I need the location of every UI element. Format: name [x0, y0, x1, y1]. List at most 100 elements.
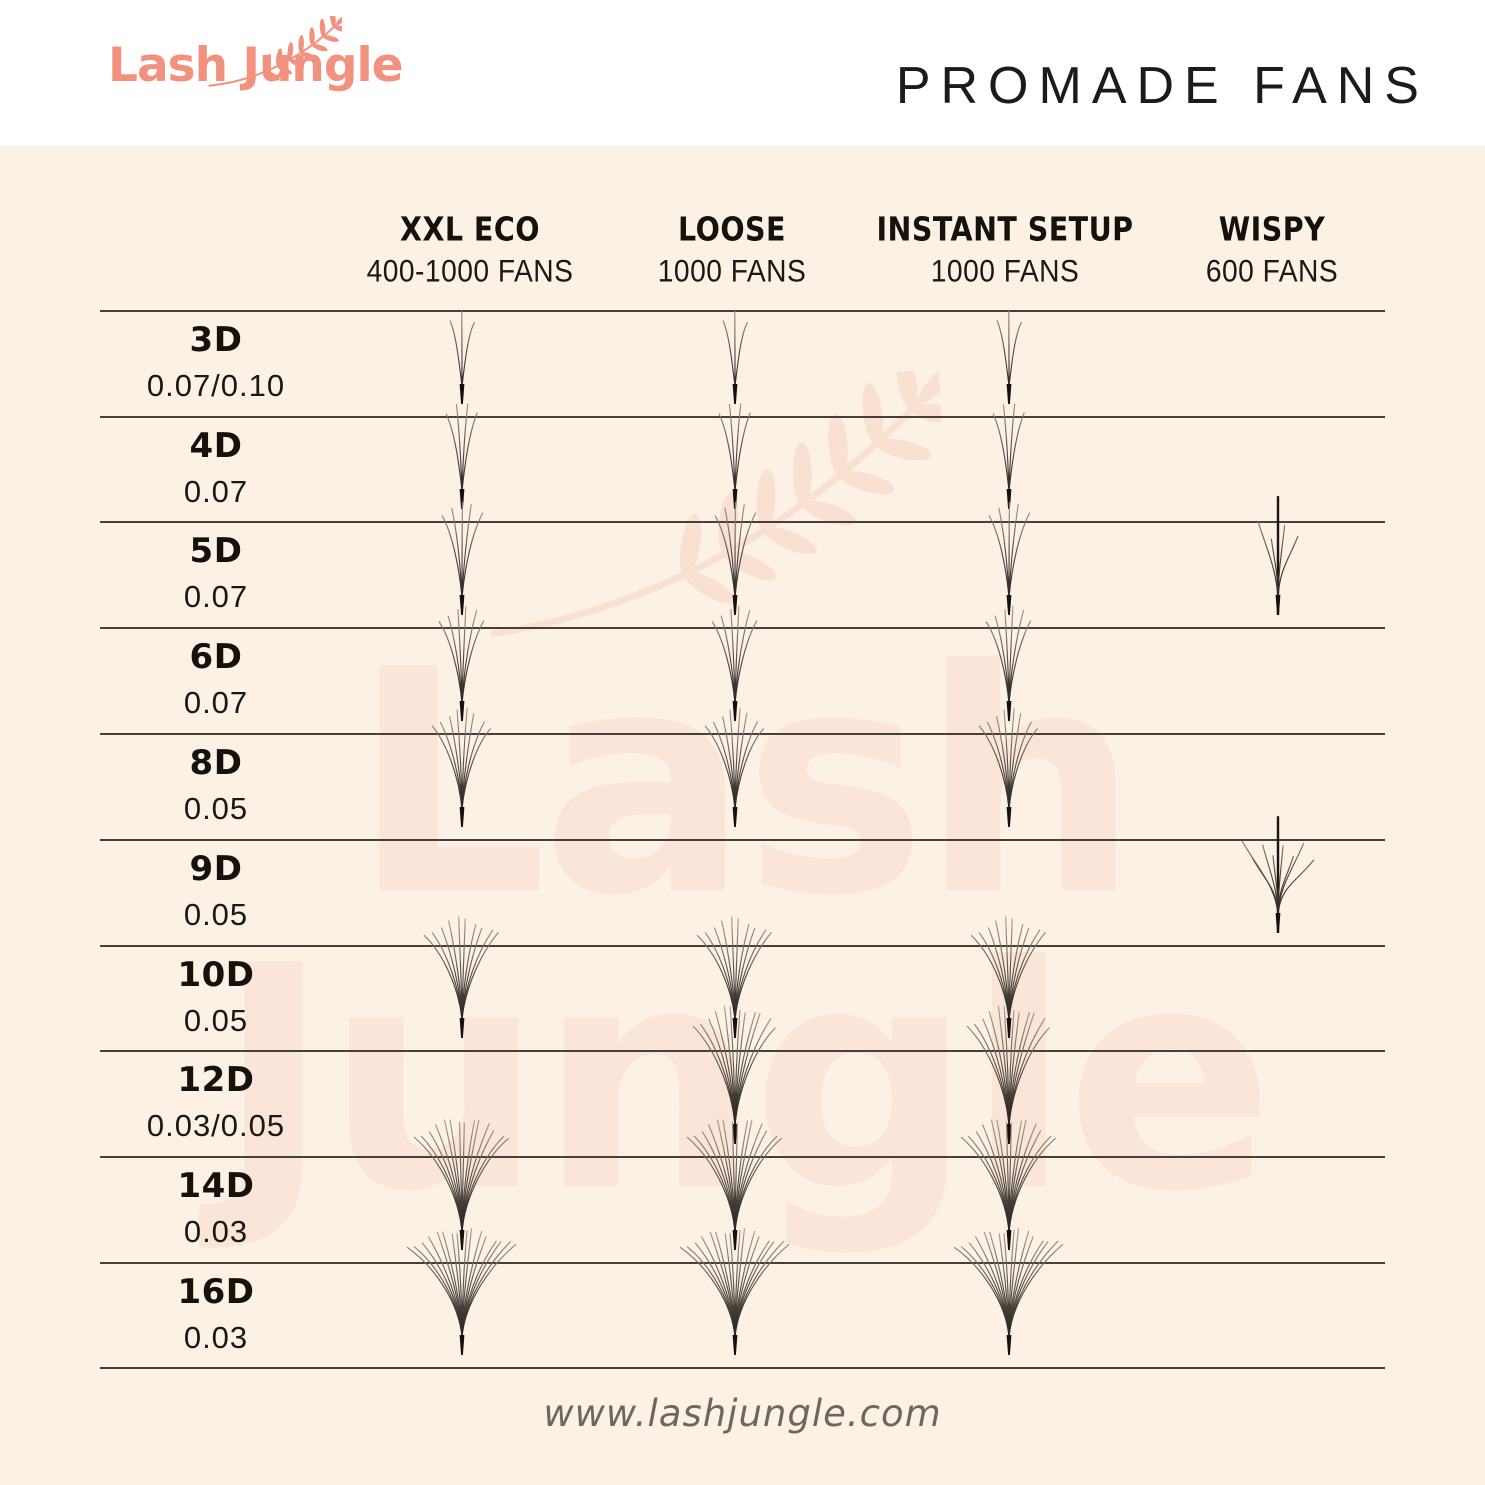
row-label-8d: 8D 0.05 — [100, 743, 332, 827]
fan-cell-4d-col2 — [706, 385, 764, 515]
lash-fan-illustration — [718, 403, 751, 509]
lash-fan-illustration — [978, 707, 1039, 827]
fan-cell-12d-col3 — [954, 993, 1064, 1150]
divider-line — [100, 839, 1385, 841]
lash-fan-illustration — [992, 403, 1025, 509]
fan-cell-16d-col1 — [394, 1216, 530, 1361]
lash-fan-illustration — [704, 707, 765, 827]
divider-line — [100, 1262, 1385, 1264]
row-thickness: 0.03/0.05 — [146, 1108, 286, 1143]
fan-cell-12d-col2 — [680, 993, 790, 1150]
row-thickness: 0.07/0.10 — [146, 368, 286, 403]
column-fan-count: 400-1000 FANS — [366, 254, 574, 289]
fan-cell-3d-col2 — [710, 294, 760, 410]
column-name: LOOSE — [678, 210, 786, 250]
lash-fan-illustration — [970, 916, 1046, 1038]
fan-cell-5d-col1 — [429, 486, 495, 621]
lash-fan-illustration — [988, 501, 1031, 615]
fan-cell-10d-col2 — [684, 905, 786, 1044]
fan-cell-14d-col1 — [401, 1105, 523, 1256]
fan-cell-9d-col4 — [1229, 806, 1327, 939]
fan-cell-3d-col1 — [437, 294, 487, 410]
lash-fan-illustration — [711, 605, 758, 721]
fan-cell-6d-col3 — [973, 592, 1045, 727]
row-label-12d: 12D 0.03/0.05 — [100, 1060, 332, 1144]
lash-fan-illustration — [438, 605, 485, 721]
fan-cell-5d-col3 — [976, 486, 1042, 621]
divider-line — [100, 1367, 1385, 1369]
fan-cell-14d-col3 — [948, 1105, 1070, 1256]
fan-cell-8d-col1 — [419, 696, 505, 833]
fan-cell-8d-col2 — [692, 696, 778, 833]
row-dimension: 12D — [177, 1060, 255, 1100]
row-label-4d: 4D 0.07 — [100, 426, 332, 510]
fan-cell-16d-col2 — [667, 1216, 803, 1361]
lash-fan-illustration — [714, 501, 757, 615]
fan-cell-16d-col3 — [941, 1216, 1077, 1361]
divider-line — [100, 627, 1385, 629]
column-header-instant-setup: INSTANT SETUP 1000 FANS — [835, 210, 1175, 289]
fan-cell-5d-col4 — [1245, 486, 1311, 621]
divider-line — [100, 416, 1385, 418]
divider-line — [100, 733, 1385, 735]
row-label-14d: 14D 0.03 — [100, 1166, 332, 1250]
column-name: XXL ECO — [400, 210, 540, 250]
brand-logo-text: Lash Jungle — [108, 38, 403, 93]
fan-cell-5d-col2 — [702, 486, 768, 621]
lash-fan-illustration — [413, 1119, 510, 1250]
row-dimension: 10D — [177, 954, 255, 995]
lash-fan-illustration — [960, 1119, 1057, 1250]
lash-fan-illustration — [449, 310, 476, 404]
row-thickness: 0.05 — [183, 791, 249, 826]
fan-cell-6d-col2 — [699, 592, 771, 727]
row-dimension: 5D — [189, 531, 243, 571]
fan-cell-4d-col1 — [433, 385, 491, 515]
row-dimension: 3D — [189, 320, 243, 360]
lash-fan-illustration — [679, 1228, 790, 1355]
row-thickness: 0.07 — [183, 685, 249, 720]
fan-cell-10d-col1 — [411, 905, 513, 1044]
header-bar: Lash Jungle PROMADE FANS — [0, 0, 1485, 146]
column-header-xxl-eco: XXL ECO 400-1000 FANS — [300, 210, 640, 289]
column-header-loose: LOOSE 1000 FANS — [562, 210, 902, 289]
row-dimension: 16D — [177, 1271, 255, 1312]
column-name: INSTANT SETUP — [876, 210, 1134, 250]
fern-leaf-watermark — [461, 369, 953, 657]
lash-fan-illustration — [441, 501, 484, 615]
row-thickness: 0.03 — [183, 1214, 249, 1249]
row-thickness: 0.07 — [183, 473, 249, 509]
lash-fan-illustration — [692, 1005, 776, 1144]
fan-cell-6d-col1 — [426, 592, 498, 727]
lash-fan-illustration — [722, 310, 749, 404]
row-thickness: 0.07 — [183, 579, 249, 614]
row-label-5d: 5D 0.07 — [100, 531, 332, 615]
row-thickness: 0.03 — [183, 1319, 249, 1355]
website-url-link[interactable]: www.lashjungle.com — [543, 1392, 942, 1435]
lash-fan-illustration — [985, 605, 1032, 721]
column-fan-count: 1000 FANS — [657, 254, 807, 289]
lash-fan-illustration — [406, 1228, 517, 1355]
brand-logo: Lash Jungle — [108, 42, 403, 89]
row-label-16d: 16D 0.03 — [100, 1272, 332, 1356]
lash-fan-illustration — [445, 403, 478, 509]
lash-fan-illustration — [1257, 496, 1299, 615]
row-label-9d: 9D 0.05 — [100, 849, 332, 933]
fan-cell-10d-col3 — [958, 905, 1060, 1044]
fan-cell-8d-col3 — [966, 696, 1052, 833]
lash-fan-illustration — [996, 310, 1023, 404]
lash-fan-illustration — [431, 707, 492, 827]
lash-fan-illustration — [953, 1228, 1064, 1355]
divider-line — [100, 1156, 1385, 1158]
column-fan-count: 1000 FANS — [930, 254, 1080, 289]
column-name: WISPY — [1218, 210, 1326, 250]
lash-fan-illustration — [966, 1005, 1050, 1144]
column-fan-count: 600 FANS — [1205, 254, 1339, 289]
lash-fan-illustration — [696, 916, 772, 1038]
row-label-3d: 3D 0.07/0.10 — [100, 320, 332, 404]
page-title: PROMADE FANS — [895, 57, 1429, 115]
fan-cell-4d-col3 — [980, 385, 1038, 515]
row-dimension: 4D — [189, 425, 243, 466]
divider-line — [100, 310, 1385, 312]
row-label-6d: 6D 0.07 — [100, 637, 332, 721]
